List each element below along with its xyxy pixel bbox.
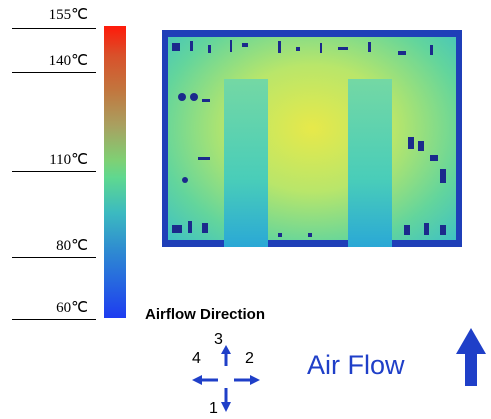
cool-strip-right <box>348 79 392 247</box>
component <box>440 169 446 183</box>
component <box>190 93 198 101</box>
component <box>202 99 210 102</box>
component <box>430 45 433 55</box>
scale-label-80: 80℃ <box>56 238 88 254</box>
component <box>408 137 414 149</box>
component <box>338 47 348 50</box>
component <box>418 141 424 151</box>
air-flow-label: Air Flow <box>307 350 405 380</box>
component <box>398 51 406 55</box>
component <box>278 41 281 53</box>
component <box>172 43 180 51</box>
component <box>188 221 192 233</box>
component <box>198 157 210 160</box>
component <box>172 225 182 233</box>
component <box>320 43 322 53</box>
component <box>368 42 371 52</box>
scale-label-110: 110℃ <box>49 152 88 168</box>
direction-label-down: 1 <box>209 400 218 417</box>
component <box>424 223 429 235</box>
four-way-arrow-icon <box>192 345 260 412</box>
component <box>308 233 312 237</box>
component <box>230 40 232 52</box>
direction-label-right: 2 <box>245 350 254 367</box>
component <box>440 225 446 235</box>
scale-tick-140 <box>12 72 96 73</box>
up-arrow-icon <box>456 328 486 386</box>
scale-tick-110 <box>12 171 96 172</box>
component <box>178 93 186 101</box>
component <box>404 225 410 235</box>
thermal-board <box>168 37 456 247</box>
temperature-colorbar <box>104 26 126 318</box>
scale-tick-60 <box>12 319 96 320</box>
scale-tick-155 <box>12 28 96 29</box>
component <box>190 41 193 51</box>
component <box>182 177 188 183</box>
scale-tick-80 <box>12 257 96 258</box>
thermal-image <box>162 30 462 247</box>
scale-label-155: 155℃ <box>48 7 88 23</box>
component <box>208 45 211 53</box>
component <box>242 43 248 47</box>
scale-label-60: 60℃ <box>56 300 88 316</box>
cool-strip-left <box>224 79 268 247</box>
direction-label-up: 3 <box>214 331 223 348</box>
direction-label-left: 4 <box>192 350 201 367</box>
component <box>430 155 438 161</box>
scale-label-140: 140℃ <box>48 53 88 69</box>
component <box>296 47 300 51</box>
airflow-direction-title: Airflow Direction <box>145 306 266 323</box>
component <box>202 223 208 233</box>
component <box>278 233 282 237</box>
